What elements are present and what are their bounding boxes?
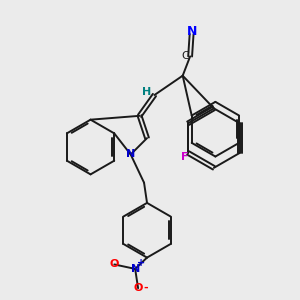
Text: H: H [142,87,152,97]
Text: N: N [130,264,140,274]
Text: N: N [186,25,197,38]
Text: F: F [182,152,189,162]
Text: O: O [110,260,119,269]
Text: C: C [182,51,190,62]
Text: O: O [134,283,143,293]
Text: N: N [126,149,135,160]
Text: -: - [143,283,148,293]
Text: +: + [137,258,145,268]
